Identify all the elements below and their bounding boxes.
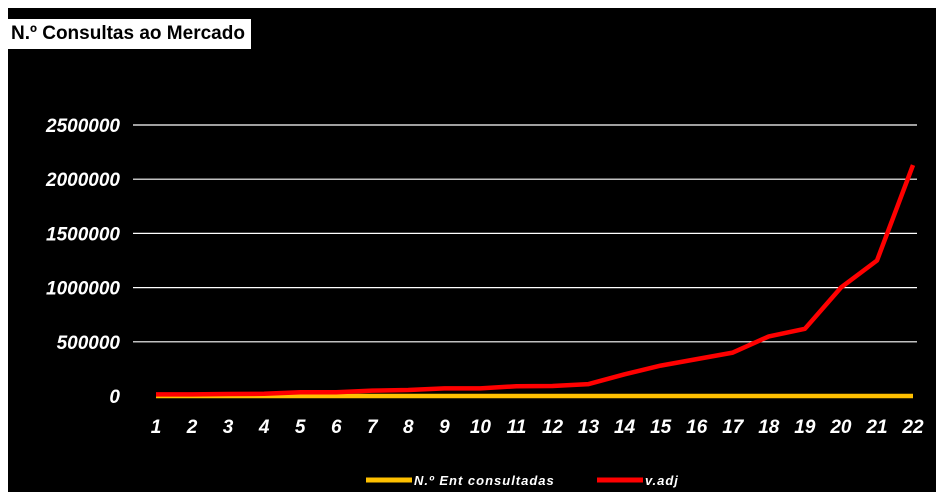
x-tick-label: 4 xyxy=(258,417,270,438)
x-tick-label: 19 xyxy=(794,417,816,438)
x-tick-label: 3 xyxy=(223,417,234,438)
x-tick-label: 10 xyxy=(470,417,492,438)
y-axis-ticks: 0 500000 1000000 1500000 2000000 2500000 xyxy=(45,116,120,408)
x-tick-label: 15 xyxy=(650,417,672,438)
y-tick-label: 2500000 xyxy=(45,116,120,137)
x-tick-label: 2 xyxy=(186,417,198,438)
x-tick-label: 12 xyxy=(542,417,564,438)
x-tick-label: 13 xyxy=(578,417,600,438)
x-tick-label: 6 xyxy=(331,417,342,438)
x-tick-label: 14 xyxy=(614,417,636,438)
y-tick-label: 1000000 xyxy=(46,279,120,300)
chart-title: N.º Consultas ao Mercado xyxy=(8,19,251,49)
x-tick-label: 1 xyxy=(151,417,162,438)
y-tick-label: 1500000 xyxy=(46,224,120,245)
legend: N.º Ent consultadas v.adj xyxy=(366,473,679,488)
x-tick-label: 16 xyxy=(686,417,708,438)
x-tick-label: 5 xyxy=(295,417,306,438)
gridlines xyxy=(133,124,917,343)
series-lines xyxy=(156,164,916,399)
y-tick-label: 500000 xyxy=(57,333,121,354)
series-line-2 xyxy=(156,164,916,397)
x-tick-label: 21 xyxy=(865,417,887,438)
legend-label: v.adj xyxy=(645,473,679,488)
chart-area xyxy=(8,8,936,492)
x-tick-label: 18 xyxy=(758,417,780,438)
x-tick-label: 17 xyxy=(722,417,745,438)
y-tick-label: 2000000 xyxy=(45,170,120,191)
y-tick-label: 0 xyxy=(109,387,120,408)
x-tick-label: 9 xyxy=(439,417,450,438)
x-axis-ticks: 1 2 3 4 5 6 7 8 9 10 11 12 13 14 15 16 17 18 19 20 21 22 xyxy=(151,417,924,438)
x-tick-label: 22 xyxy=(901,417,924,438)
legend-label: N.º Ent consultadas xyxy=(414,473,555,488)
x-tick-label: 11 xyxy=(507,417,527,438)
x-tick-label: 7 xyxy=(367,417,379,438)
x-tick-label: 8 xyxy=(403,417,414,438)
x-tick-label: 20 xyxy=(829,417,852,438)
